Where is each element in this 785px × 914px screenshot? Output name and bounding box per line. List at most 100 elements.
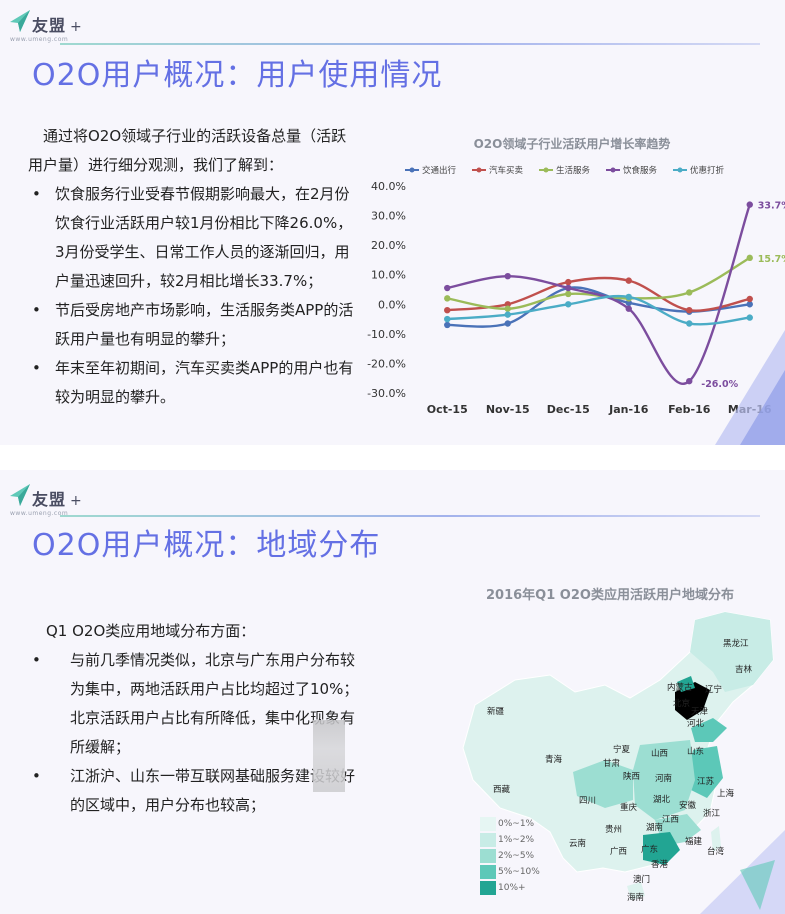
legend-swatch <box>480 817 496 831</box>
province-label: 山东 <box>687 746 704 757</box>
data-point <box>686 307 693 314</box>
corner-decoration <box>700 830 785 914</box>
x-tick-label: Feb-16 <box>668 403 711 416</box>
umeng-logo: 友盟 + www.umeng.com <box>6 6 126 43</box>
y-tick-label: -10.0% <box>367 328 406 341</box>
province-label: 新疆 <box>487 706 505 717</box>
data-point <box>686 320 693 327</box>
paper-plane-icon <box>10 10 30 32</box>
province-label: 内蒙古 <box>667 682 693 693</box>
x-tick-label: Oct-15 <box>427 403 468 416</box>
y-tick-label: 0.0% <box>378 298 406 311</box>
legend-label: 交通出行 <box>422 165 457 176</box>
province-label: 澳门 <box>633 874 650 885</box>
bullet-list: 饮食服务行业受春节假期影响最大，在2月份饮食行业活跃用户较1月份相比下降26.0… <box>28 180 358 412</box>
data-point <box>746 314 753 321</box>
data-point <box>565 284 572 292</box>
legend-item: 10%+ <box>480 881 550 897</box>
province-label: 黑龙江 <box>723 638 749 649</box>
region-taiwan <box>711 826 721 852</box>
usage-text: 通过将O2O领域子行业的活跃设备总量（活跃用户量）进行细分观测，我们了解到： 饮… <box>28 122 358 412</box>
province-label: 广西 <box>610 846 627 857</box>
data-point <box>504 272 511 280</box>
x-tick-label: Jan-16 <box>608 403 649 416</box>
series-line <box>447 294 750 326</box>
province-label: 福建 <box>685 836 703 847</box>
y-tick-label: 10.0% <box>371 269 406 282</box>
province-label: 辽宁 <box>705 684 722 695</box>
bullet-item: 与前几季情况类似，北京与广东用户分布较为集中，两地活跃用户占比均超过了10%；北… <box>28 646 368 762</box>
province-label: 北京 <box>673 698 690 709</box>
series-line <box>447 256 751 310</box>
data-point <box>686 289 693 296</box>
province-label: 安徽 <box>679 800 697 811</box>
province-label: 西藏 <box>493 784 511 795</box>
legend-label: 汽车买卖 <box>489 165 524 176</box>
slide-region: 友盟 + www.umeng.com O2O用户概况：地域分布 Q1 O2O类应用… <box>0 470 785 914</box>
data-point <box>504 305 511 312</box>
data-label: 15.7% <box>758 254 785 265</box>
data-point <box>625 299 632 307</box>
slide-title: O2O用户概况：用户使用情况 <box>32 58 443 93</box>
data-point <box>746 295 753 303</box>
province-label: 青海 <box>545 754 563 765</box>
data-point <box>444 321 451 329</box>
umeng-logo: 友盟 + www.umeng.com <box>6 480 126 517</box>
region-jiangsu-zhejiang <box>689 746 723 798</box>
data-point <box>746 301 753 308</box>
legend-item: 5%~10% <box>480 865 550 881</box>
legend-swatch <box>480 865 496 879</box>
bullet-item: 节后受房地产市场影响，生活服务类APP的活跃用户量也有明显的攀升； <box>28 296 358 354</box>
province-label: 浙江 <box>703 808 721 819</box>
chart-title: O2O领域子行业活跃用户增长率趋势 <box>474 136 671 151</box>
region-sichuan <box>573 760 633 808</box>
logo-name: 友盟 + <box>32 16 83 35</box>
province-label: 天津 <box>691 706 709 717</box>
legend-item: 0%~1% <box>480 817 550 833</box>
data-point <box>565 301 572 308</box>
intro-paragraph: Q1 O2O类应用地域分布方面： <box>46 622 256 640</box>
province-label: 湖北 <box>653 795 671 805</box>
legend-label: 饮食服务 <box>623 165 658 176</box>
legend-marker <box>476 167 482 173</box>
province-label: 河北 <box>687 718 705 729</box>
y-tick-label: 40.0% <box>371 180 406 193</box>
paper-plane-icon <box>10 484 30 506</box>
legend-swatch <box>480 881 496 895</box>
province-label: 宁夏 <box>613 744 631 755</box>
province-label: 贵州 <box>605 824 622 835</box>
data-label: -26.0% <box>701 379 738 390</box>
legend-marker <box>409 167 415 173</box>
y-tick-label: 20.0% <box>371 239 406 252</box>
region-shandong <box>691 718 727 742</box>
bullet-item: 江浙沪、山东一带互联网基础服务建设较好的区域中，用户分布也较高； <box>28 762 368 820</box>
legend-marker <box>543 167 549 173</box>
data-point <box>504 311 511 318</box>
province-label: 重庆 <box>620 802 638 813</box>
legend-label: 生活服务 <box>556 165 591 176</box>
legend-marker <box>610 167 616 173</box>
y-tick-label: -20.0% <box>367 357 406 370</box>
province-label: 河南 <box>655 773 672 784</box>
data-point <box>504 301 511 308</box>
data-point <box>504 320 511 327</box>
data-point <box>686 377 693 385</box>
header-divider <box>60 43 760 45</box>
logo-name: 友盟 + <box>32 490 83 509</box>
data-point <box>625 305 632 312</box>
intro-paragraph: 通过将O2O领域子行业的活跃设备总量（活跃用户量）进行细分观测，我们了解到： <box>28 127 347 174</box>
bullet-item: 年末至年初期间，汽车买卖类APP的用户也有较为明显的攀升。 <box>28 354 358 412</box>
bullet-list: 与前几季情况类似，北京与广东用户分布较为集中，两地活跃用户占比均超过了10%；北… <box>28 646 368 820</box>
legend-marker <box>677 167 683 173</box>
region-guangdong <box>643 832 680 865</box>
header-divider <box>60 515 760 517</box>
data-point <box>625 293 632 301</box>
corner-decoration <box>715 330 785 445</box>
legend-swatch <box>480 849 496 863</box>
data-point <box>444 295 451 302</box>
legend-swatch <box>480 833 496 847</box>
legend-label: 优惠打折 <box>690 165 725 176</box>
data-point <box>444 284 451 292</box>
legend-item: 2%~5% <box>480 849 550 865</box>
